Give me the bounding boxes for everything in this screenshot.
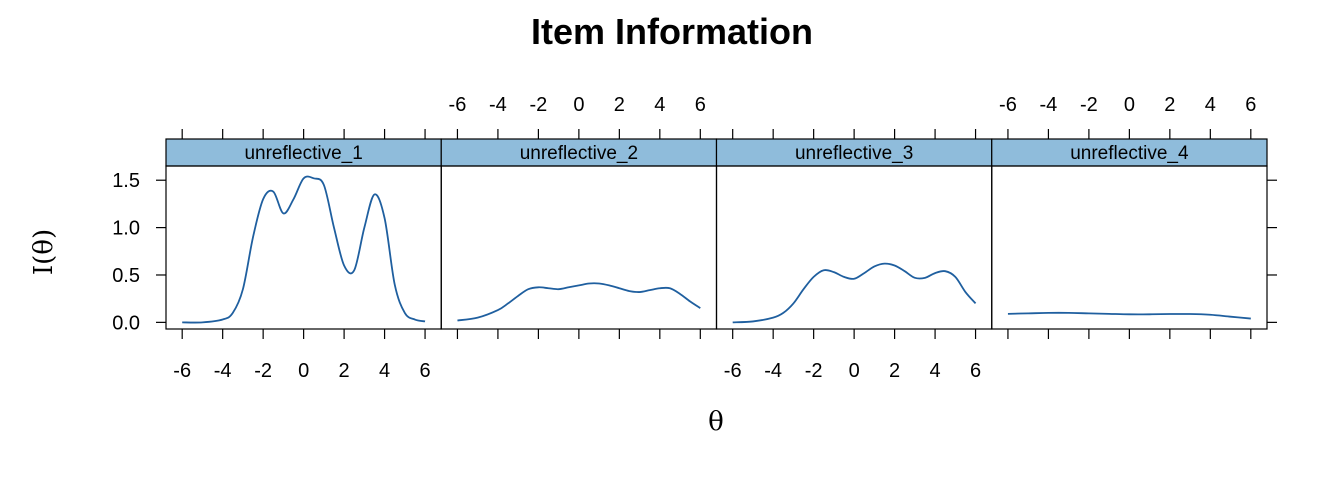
series-line-unreflective_3 <box>732 262 977 324</box>
x-tick-label-top: -4 <box>489 94 507 116</box>
x-tick-label-top: -4 <box>1040 94 1058 116</box>
x-tick-label-bottom: 4 <box>379 360 390 382</box>
plot-frame-unreflective_3 <box>715 165 993 330</box>
x-tick-label-top: 2 <box>614 94 625 116</box>
x-tick-label-top: -2 <box>529 94 547 116</box>
panels-group: unreflective_1 unreflective_2 unreflective… <box>165 138 1268 330</box>
x-tick-label-bottom: 2 <box>889 360 900 382</box>
plot-frame-unreflective_4 <box>991 165 1268 330</box>
x-tick-label-bottom: -4 <box>214 360 232 382</box>
panel-unreflective_2: unreflective_2 <box>440 138 718 330</box>
strip-label-unreflective_3: unreflective_3 <box>795 143 913 164</box>
y-tick-label: 1.5 <box>112 170 140 192</box>
x-tick-label-bottom: 0 <box>849 360 860 382</box>
x-tick-label-top: -2 <box>1080 94 1098 116</box>
chart-title: Item Information <box>531 11 813 52</box>
y-tick-label: 0.5 <box>112 265 140 287</box>
axes-group: -6 -4 -2 0 2 4 6 -6 -4 -2 0 2 4 6 -6 -4 -2 0 2 4 6 -6 -4 -2 0 2 4 6… <box>112 94 1277 382</box>
y-tick-label: 0.0 <box>112 312 140 334</box>
strip-label-unreflective_2: unreflective_2 <box>520 143 638 164</box>
panel-unreflective_4: unreflective_4 <box>991 138 1268 330</box>
x-tick-label-top: 4 <box>654 94 665 116</box>
x-tick-label-bottom: 4 <box>930 360 941 382</box>
strip-label-unreflective_1: unreflective_1 <box>244 143 362 164</box>
x-tick-label-bottom: 6 <box>970 360 981 382</box>
strip-label-unreflective_4: unreflective_4 <box>1070 143 1189 164</box>
series-line-unreflective_2 <box>457 282 701 322</box>
panel-unreflective_3: unreflective_3 <box>715 138 993 330</box>
series-line-unreflective_4 <box>1007 311 1251 320</box>
x-tick-label-bottom: -2 <box>805 360 823 382</box>
x-tick-label-bottom: -6 <box>173 360 191 382</box>
x-tick-label-top: 6 <box>1245 94 1256 116</box>
x-tick-label-top: 6 <box>695 94 706 116</box>
series-line-unreflective_1 <box>182 175 426 324</box>
x-tick-label-bottom: -6 <box>724 360 742 382</box>
x-tick-label-bottom: 2 <box>339 360 350 382</box>
x-tick-label-bottom: 6 <box>419 360 430 382</box>
y-axis-label: I(θ) <box>29 229 59 275</box>
plot-frame-unreflective_2 <box>440 165 718 330</box>
x-tick-label-bottom: -4 <box>764 360 782 382</box>
x-tick-label-top: 4 <box>1205 94 1216 116</box>
x-tick-label-top: 0 <box>1124 94 1135 116</box>
x-axis-label: θ <box>708 407 724 437</box>
x-tick-label-top: 2 <box>1164 94 1175 116</box>
panel-unreflective_1: unreflective_1 <box>165 138 442 330</box>
x-tick-label-top: 0 <box>573 94 584 116</box>
strip-unreflective_1 <box>165 138 442 167</box>
x-tick-label-top: -6 <box>999 94 1017 116</box>
y-tick-label: 1.0 <box>112 218 140 240</box>
x-tick-label-top: -6 <box>449 94 467 116</box>
x-tick-label-bottom: 0 <box>298 360 309 382</box>
x-tick-label-bottom: -2 <box>254 360 272 382</box>
